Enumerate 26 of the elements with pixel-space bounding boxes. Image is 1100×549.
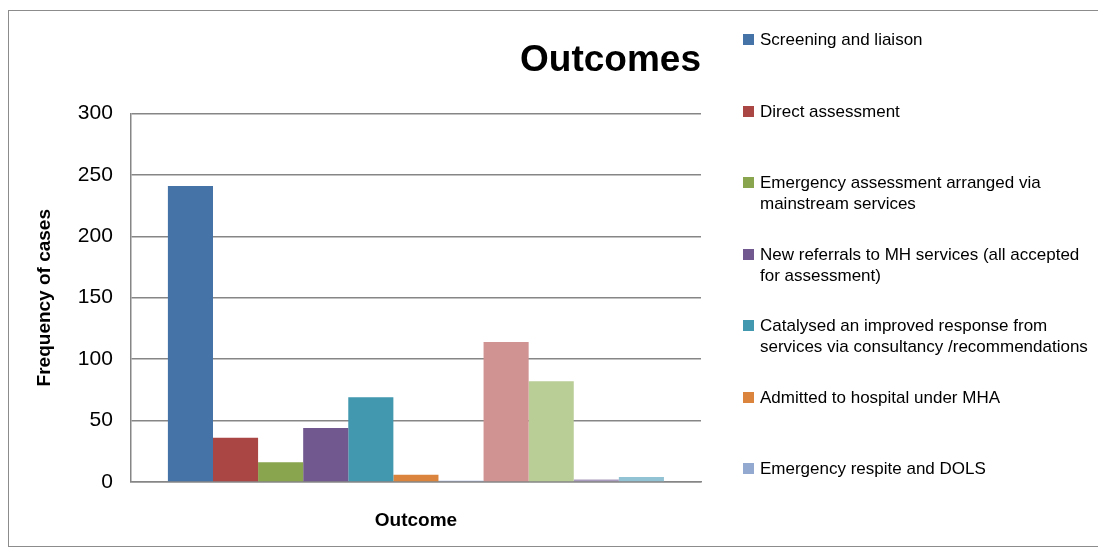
legend-label: Admitted to hospital under MHA <box>760 386 1001 408</box>
bar <box>483 341 529 482</box>
chart-title: Outcomes <box>520 38 701 80</box>
bar <box>528 381 574 482</box>
legend-label: Emergency respite and DOLS <box>760 458 986 479</box>
legend-label: Screening and liaison <box>760 29 923 50</box>
y-axis-title: Frequency of cases <box>32 208 54 387</box>
y-tick-label: 300 <box>77 100 113 124</box>
legend-label: New referrals to MH services (all accepted for assessment) <box>760 243 1081 286</box>
y-tick-label: 0 <box>101 468 113 492</box>
bar <box>393 474 439 482</box>
bar <box>212 437 259 482</box>
y-tick-label: 150 <box>77 284 113 308</box>
legend-label: Catalysed an improved response from services via consultancy /recommendations <box>760 315 1089 357</box>
bar <box>258 462 304 482</box>
bar <box>303 427 349 482</box>
x-axis-title: Outcome <box>374 508 458 530</box>
legend-label: Direct assessment <box>760 100 900 122</box>
bar <box>167 185 213 482</box>
bar <box>348 397 394 482</box>
legend-label: Emergency assessment arranged via mainstream services <box>760 172 1042 214</box>
y-tick-label: 50 <box>89 407 113 431</box>
y-tick-label: 200 <box>77 223 113 247</box>
y-tick-label: 100 <box>77 345 113 369</box>
y-tick-label: 250 <box>77 161 113 185</box>
bar <box>618 477 664 482</box>
